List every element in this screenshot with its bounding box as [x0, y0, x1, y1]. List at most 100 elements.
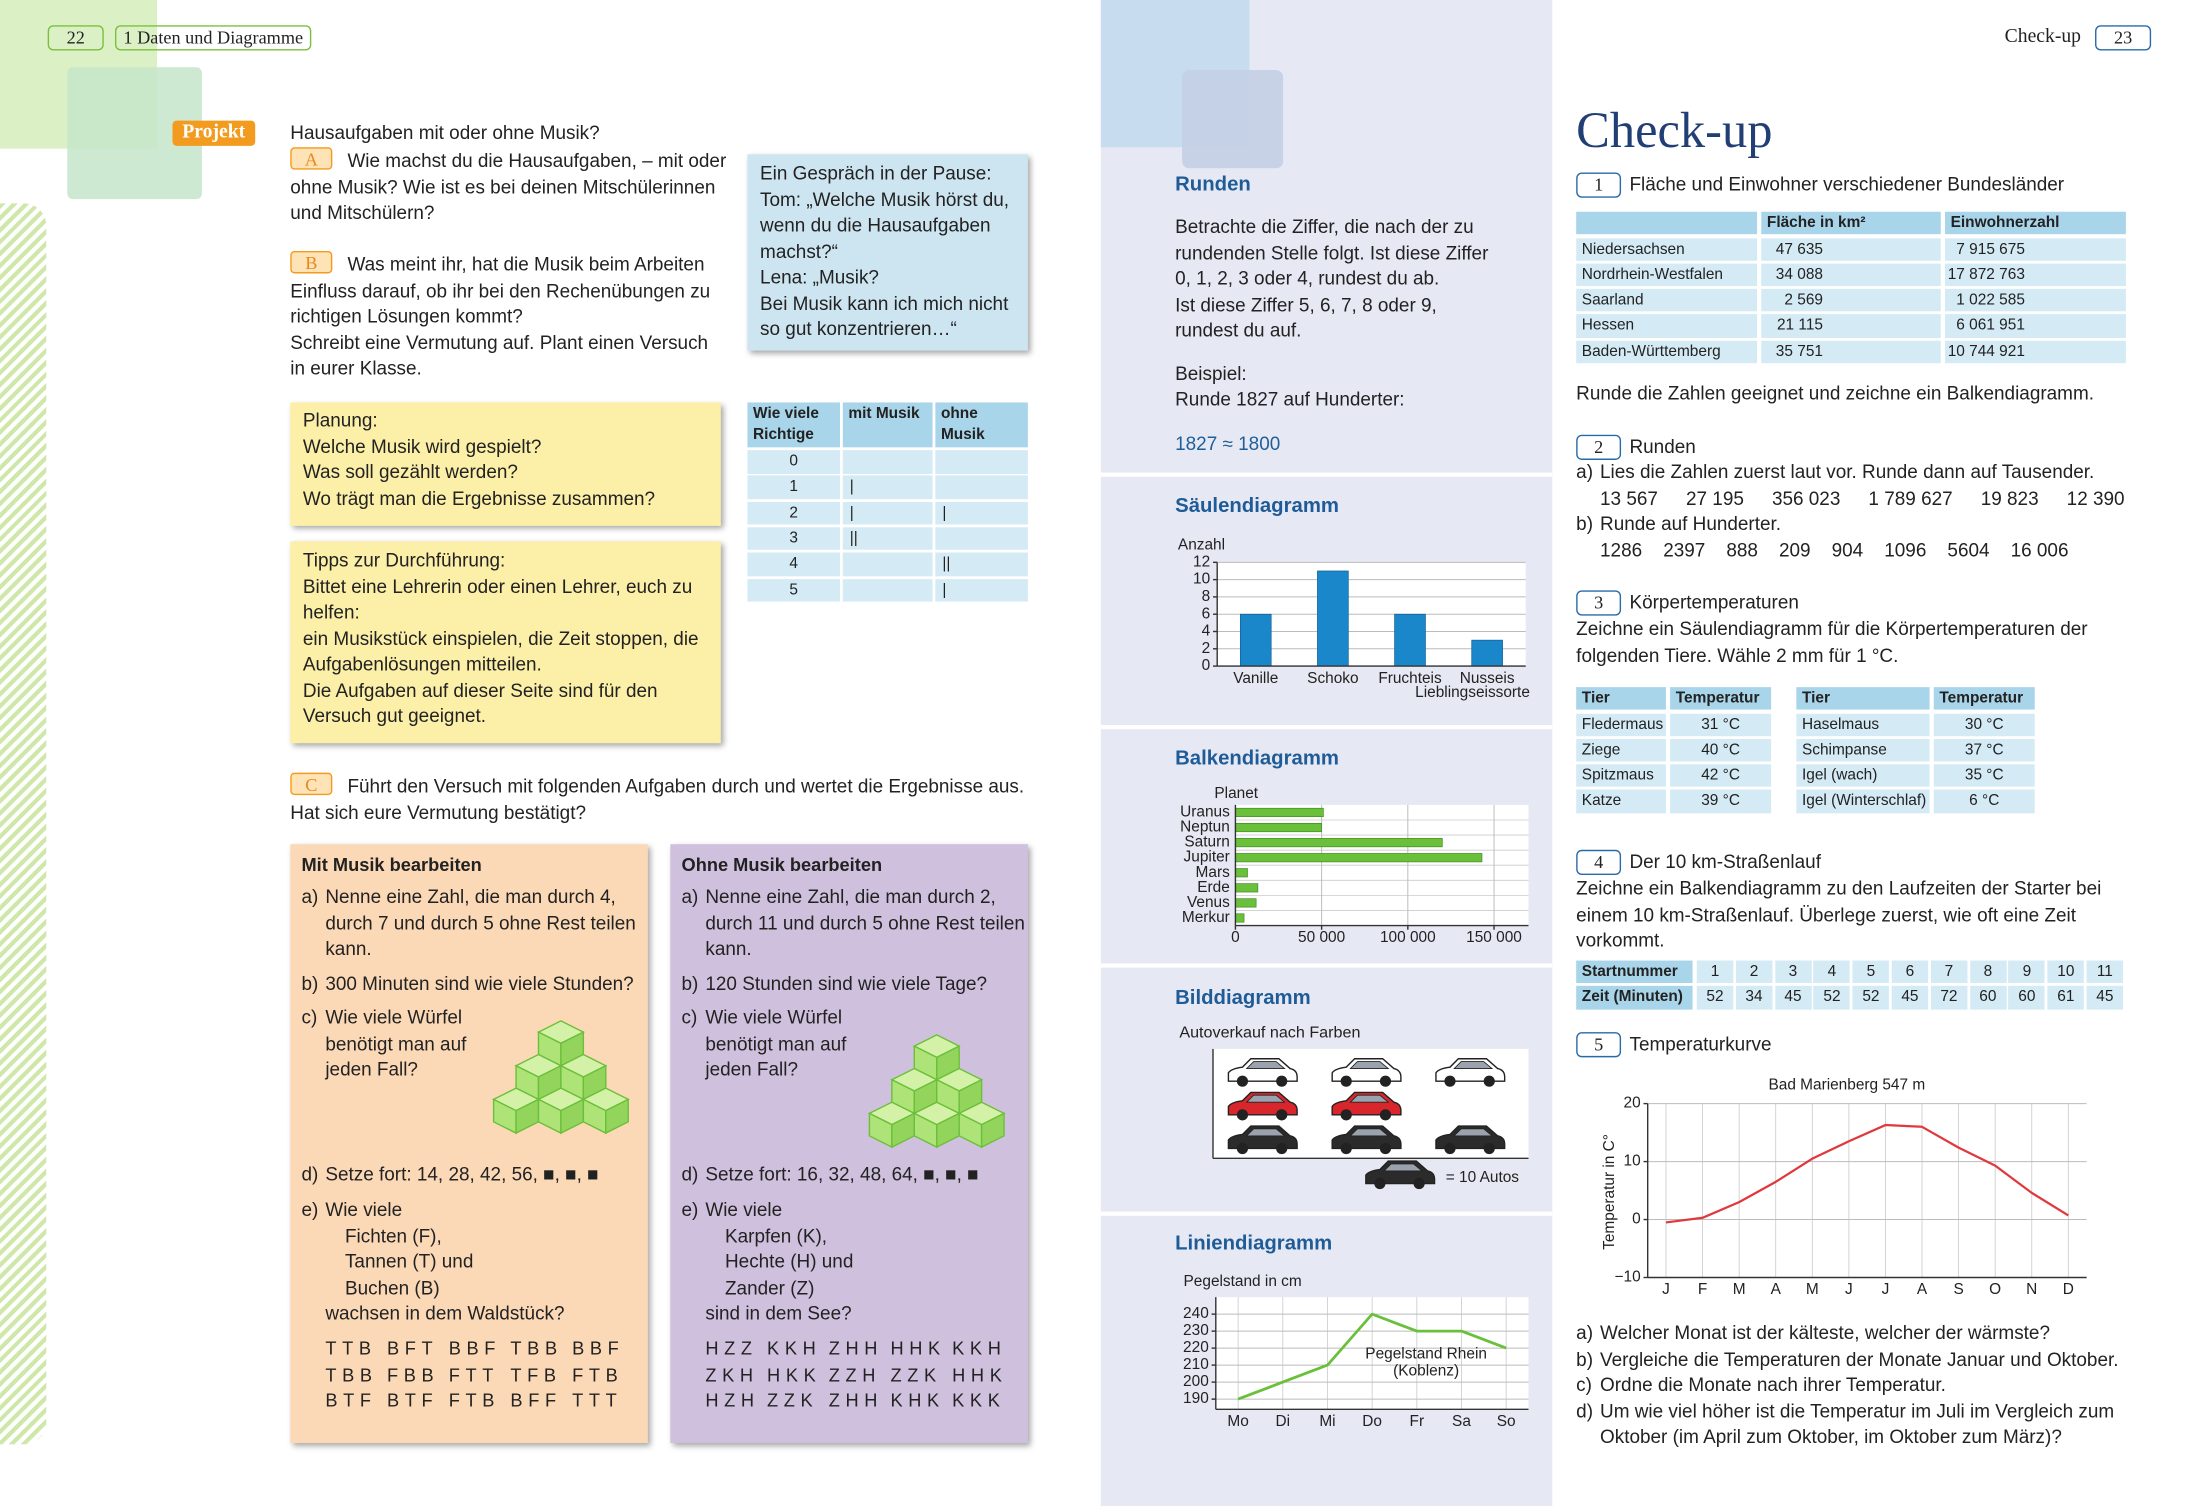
category-label: A	[1771, 1281, 1782, 1298]
category-label: Nusseis	[1460, 670, 1515, 687]
task-title: Körpertemperaturen	[1629, 591, 1799, 613]
page-title: Check-up	[1576, 102, 1773, 159]
car-wheel	[1444, 1142, 1456, 1155]
tick-label: 50 000	[1298, 929, 1345, 946]
item-text: jeden Fall?	[705, 1058, 798, 1080]
letter-group: ZKH	[705, 1363, 759, 1385]
letter-group: HHK	[952, 1363, 1008, 1385]
category-label: M	[1733, 1281, 1746, 1298]
item-text: Zander (Z)	[724, 1276, 815, 1298]
table-header: ohne Musik	[935, 402, 1028, 448]
tips-line: ein Musikstück einspielen, die Zeit stop…	[302, 627, 699, 675]
table-cell: 37 °C	[1933, 738, 2035, 762]
item-text: Tannen (T) und	[344, 1250, 474, 1272]
table-cell: 31 °C	[1670, 713, 1772, 736]
table-cell: 4	[1813, 960, 1851, 984]
number: 1 789 627	[1868, 487, 1953, 509]
table-cell: 10 744 921	[1944, 340, 2126, 364]
part-text: Runde auf Hunderter.	[1600, 513, 1782, 535]
table-cell: 45	[1891, 986, 1929, 1010]
item-text: durch 11 und durch 5 ohne Rest teilen	[705, 912, 1025, 934]
car-wheel	[1276, 1075, 1288, 1087]
table-cell: Tier	[1796, 687, 1930, 710]
item-text: Buchen (B)	[344, 1276, 440, 1298]
table-cell: Temperatur	[1933, 687, 2035, 710]
category-label: Uranus	[1180, 804, 1230, 821]
table-cell: 39 °C	[1670, 790, 1772, 813]
bar	[1235, 868, 1248, 878]
car-wheel	[1444, 1075, 1456, 1087]
table-cell: 8	[1969, 960, 2007, 984]
section-title: Runden	[1175, 173, 1251, 197]
bar	[1235, 822, 1322, 833]
table-cell: Ziege	[1576, 738, 1666, 762]
table-cell: Baden-Württemberg	[1576, 340, 1758, 364]
table-cell: 1 022 585	[1944, 289, 2126, 312]
data-line	[1665, 1123, 2069, 1224]
table-cell	[935, 450, 1028, 474]
page-number: 23	[2095, 25, 2152, 51]
item-text: 120 Stunden sind wie viele Tage?	[705, 973, 988, 995]
task-label: C	[290, 772, 333, 796]
number: 209	[1778, 539, 1811, 561]
bar	[1235, 883, 1259, 893]
deco-stripes	[0, 203, 47, 1445]
table-cell: ||	[935, 552, 1028, 576]
table-cell: 60	[2008, 986, 2046, 1010]
card-title: Mit Musik bearbeiten	[301, 854, 482, 876]
number: 16 006	[2010, 539, 2069, 561]
category-label: Fruchteis	[1378, 670, 1442, 687]
item-text: Setze fort: 16, 32, 48, 64, ■, ■, ■	[705, 1163, 979, 1185]
axis-label: Pegelstand in cm	[1184, 1273, 1302, 1290]
table-cell: Haselmaus	[1796, 713, 1930, 736]
pictogram-row	[1227, 1091, 1402, 1121]
item-text: Fichten (F),	[344, 1224, 442, 1246]
task-text: Zeichne ein Säulendiagramm für die Körpe…	[1576, 618, 2088, 666]
letter-group: KHK	[890, 1389, 945, 1411]
planning-line: Welche Musik wird gespielt?	[302, 435, 542, 457]
item-text: Setze fort: 14, 28, 42, 56, ■, ■, ■	[325, 1163, 599, 1185]
question-label: c)	[1576, 1374, 1592, 1396]
letter-group: BBF	[448, 1337, 502, 1359]
car-wheel	[1236, 1142, 1249, 1155]
number: 1096	[1884, 539, 1927, 561]
letter-group: FTT	[448, 1363, 499, 1385]
tick-label: 20	[1624, 1095, 1641, 1112]
car-window	[1383, 1163, 1424, 1172]
car-window	[1245, 1094, 1286, 1103]
table-cell: 7	[1930, 960, 1968, 984]
text-line: Beispiel:	[1175, 363, 1247, 385]
category-label: A	[1917, 1281, 1928, 1298]
bar	[1235, 913, 1245, 923]
dialog-box: Ein Gespräch in der Pause: Tom: „Welche M…	[747, 154, 1028, 351]
letter-group: ZHH	[828, 1389, 884, 1411]
letter-group: HZZ	[705, 1337, 758, 1359]
table-cell: Igel (Winterschlaf)	[1796, 790, 1930, 813]
item-text: durch 7 und durch 5 ohne Rest teilen	[325, 912, 636, 934]
table-cell: 10	[2047, 960, 2085, 984]
task-number: 1	[1576, 172, 1622, 198]
table-cell: Saarland	[1576, 289, 1758, 312]
table-cell: 2 569	[1761, 289, 1941, 312]
tick-label: 0	[1632, 1211, 1641, 1228]
table-cell: 11	[2086, 960, 2124, 984]
number: 13 567	[1600, 487, 1658, 509]
chart-title: Bad Marienberg 547 m	[1768, 1076, 1925, 1093]
item-label: b)	[681, 973, 699, 995]
letter-group: KKK	[952, 1389, 1006, 1411]
task-number: 5	[1576, 1032, 1622, 1058]
table-cell: Startnummer	[1576, 960, 1693, 984]
question: b) Vergleiche die Temperaturen der Monate…	[1576, 1347, 2144, 1373]
table-cell: Schimpanse	[1796, 738, 1930, 762]
bar	[1239, 613, 1272, 667]
question-text: Um wie viel höher ist die Temperatur im …	[1600, 1400, 2115, 1448]
car-window	[1349, 1061, 1390, 1069]
task-title: Temperaturkurve	[1629, 1033, 1772, 1055]
number: 2397	[1663, 539, 1706, 561]
category-label: J	[1662, 1281, 1670, 1298]
category-label: Neptun	[1180, 819, 1230, 836]
table-cell: |	[935, 578, 1028, 602]
table-cell: 6	[1891, 960, 1929, 984]
letter-group: HHK	[890, 1337, 946, 1359]
